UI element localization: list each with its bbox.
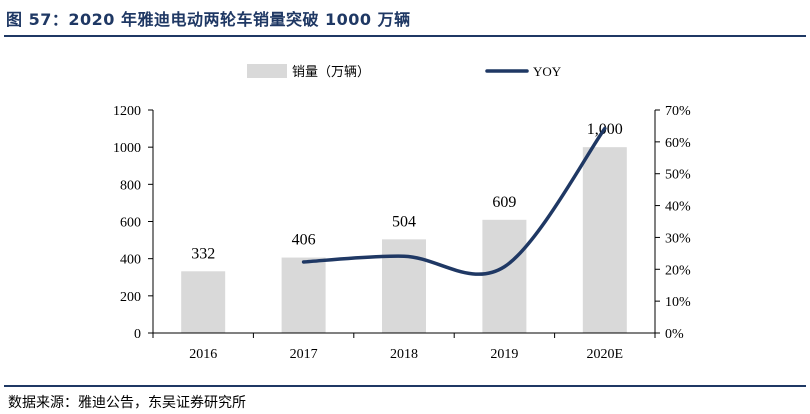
y2-tick-label: 40%: [665, 200, 691, 215]
x-tick-label: 2020E: [587, 347, 624, 362]
y2-tick-label: 20%: [665, 263, 691, 278]
y-tick-label: 0: [134, 327, 141, 342]
y-tick-label: 200: [120, 290, 141, 305]
legend-bar-label: 销量（万辆）: [292, 64, 370, 79]
bar: [482, 219, 527, 333]
bar: [382, 239, 426, 333]
x-tick-label: 2019: [490, 347, 518, 362]
bar-data-label: 332: [191, 245, 215, 262]
x-tick-label: 2016: [189, 347, 217, 362]
yoy-line: [301, 126, 607, 276]
y2-tick-label: 70%: [665, 104, 691, 119]
y-tick-label: 600: [120, 216, 141, 231]
y2-tick-label: 30%: [665, 231, 691, 246]
bar: [582, 147, 627, 333]
y-tick-label: 400: [120, 253, 141, 268]
y2-tick-label: 10%: [665, 295, 691, 310]
legend-bar-swatch: [247, 64, 287, 78]
x-tick-label: 2017: [290, 347, 318, 362]
y-tick-label: 1000: [113, 141, 141, 156]
x-tick-label: 2018: [390, 347, 418, 362]
y2-tick-label: 50%: [665, 168, 691, 183]
bar-data-label: 406: [292, 232, 316, 249]
bar: [181, 271, 226, 333]
title-divider: [4, 35, 806, 37]
source-divider: [4, 385, 806, 387]
y2-tick-label: 60%: [665, 136, 691, 151]
y-tick-label: 800: [120, 178, 141, 193]
bar: [281, 257, 326, 333]
source-note: 数据来源：雅迪公告，东吴证券研究所: [8, 395, 246, 411]
y-tick-label: 1200: [113, 104, 141, 119]
bar-data-label: 504: [392, 213, 416, 230]
legend-line-label: YOY: [533, 64, 562, 79]
bar-data-label: 609: [492, 194, 516, 211]
y2-tick-label: 0%: [665, 327, 684, 342]
figure-title: 图 57：2020 年雅迪电动两轮车销量突破 1000 万辆: [6, 10, 411, 29]
